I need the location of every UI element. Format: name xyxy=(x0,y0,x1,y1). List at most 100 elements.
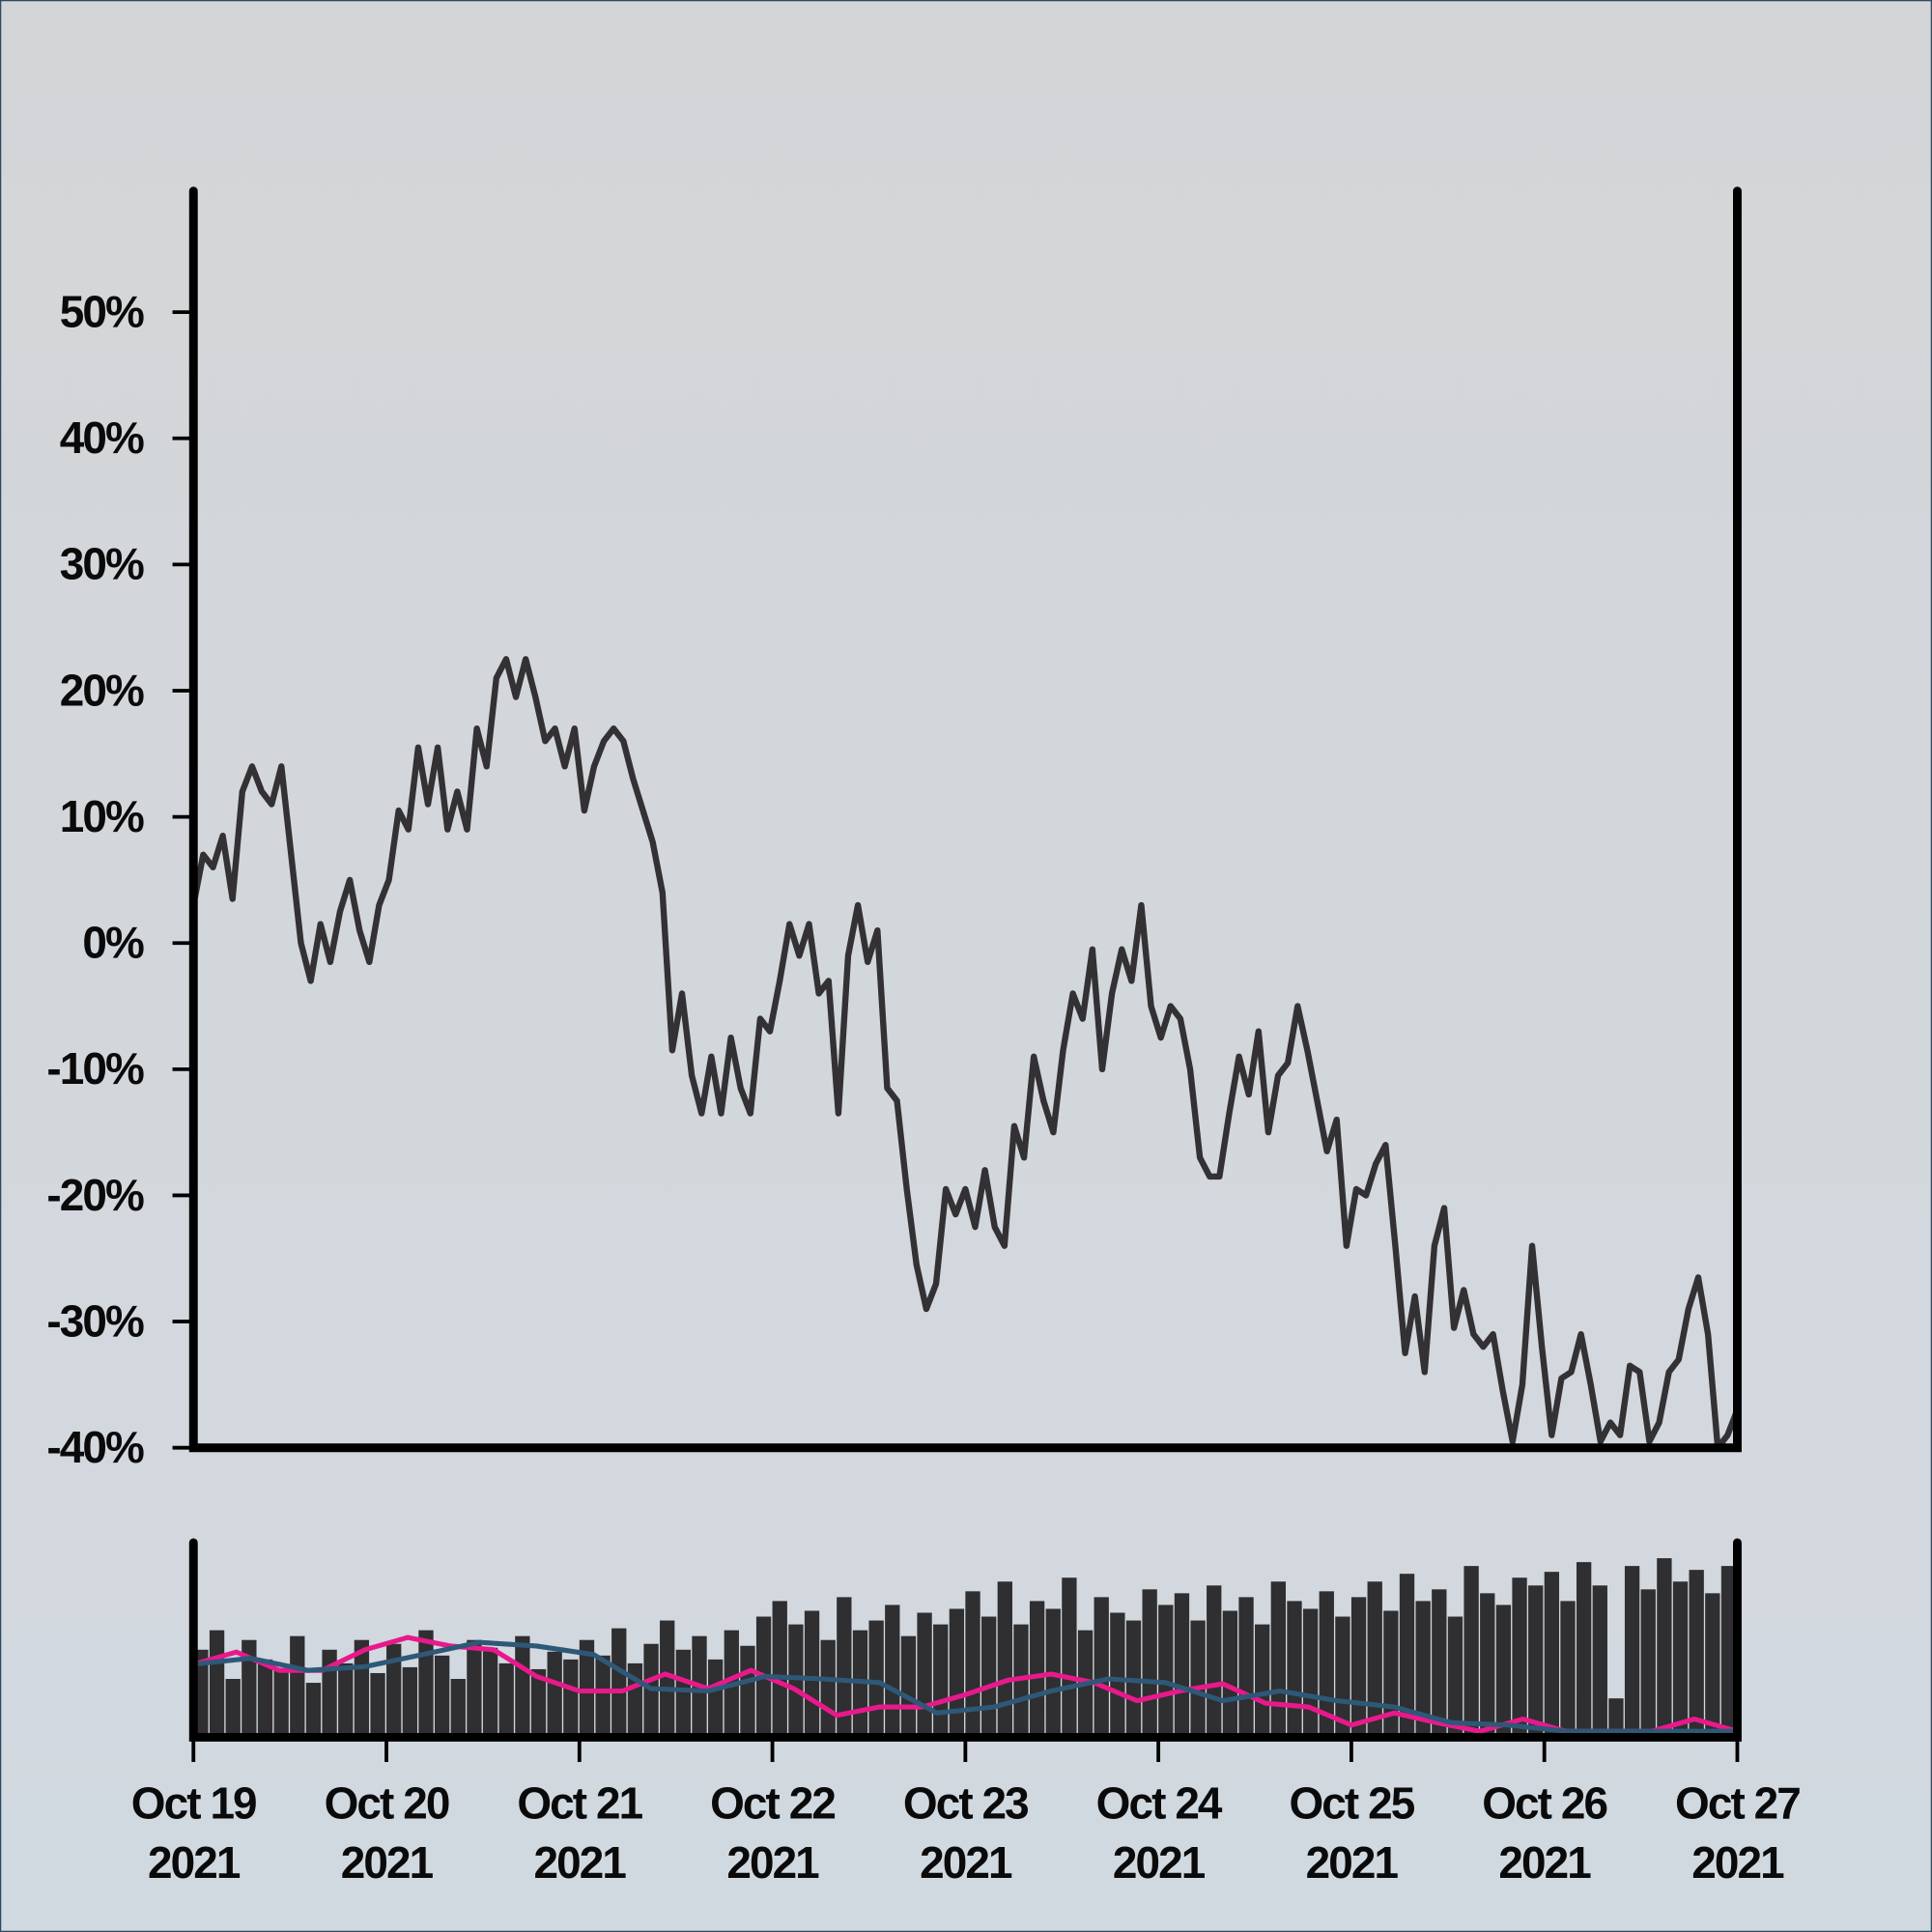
volume-bar xyxy=(740,1645,755,1738)
y-tick-label: 20% xyxy=(60,665,144,715)
volume-bar xyxy=(1270,1581,1286,1738)
volume-bar xyxy=(1592,1585,1607,1738)
price-line xyxy=(190,656,1741,1451)
y-tick-label: -20% xyxy=(46,1170,144,1220)
volume-bar xyxy=(450,1679,466,1738)
volume-bar xyxy=(1624,1566,1640,1738)
y-tick-label: 0% xyxy=(82,918,144,968)
volume-bar xyxy=(1190,1620,1206,1738)
x-tick-label: Oct 26 xyxy=(1482,1778,1606,1829)
volume-bar xyxy=(1255,1624,1270,1738)
volume-bar xyxy=(611,1628,627,1738)
volume-bar xyxy=(530,1668,547,1738)
volume-bar xyxy=(933,1624,949,1738)
volume-bar xyxy=(707,1659,724,1738)
x-tick-label: 2021 xyxy=(1113,1837,1206,1888)
volume-bar xyxy=(1062,1577,1077,1738)
volume-bar xyxy=(981,1616,997,1738)
x-tick-label: Oct 23 xyxy=(903,1778,1028,1829)
y-tick-label: 30% xyxy=(60,539,144,589)
volume-bar xyxy=(1528,1585,1544,1738)
volume-bar xyxy=(338,1662,354,1738)
volume-bar xyxy=(949,1608,965,1738)
volume-bar xyxy=(820,1639,836,1738)
moving-average-line xyxy=(192,1639,1738,1734)
volume-bar xyxy=(675,1649,692,1738)
x-tick-label: 2021 xyxy=(148,1837,241,1888)
volume-bar xyxy=(1158,1605,1174,1738)
volume-bar xyxy=(1335,1616,1350,1738)
volume-bar xyxy=(1029,1601,1045,1738)
volume-bar xyxy=(515,1635,530,1738)
x-tick-label: Oct 20 xyxy=(325,1778,449,1829)
y-tick-label: -10% xyxy=(46,1043,144,1094)
volume-bar xyxy=(1013,1624,1029,1738)
volume-bar xyxy=(1560,1601,1576,1738)
x-tick-label: Oct 24 xyxy=(1096,1778,1223,1829)
volume-bar xyxy=(563,1659,579,1738)
volume-bar xyxy=(1512,1577,1527,1738)
volume-bar xyxy=(837,1597,852,1738)
volume-bar xyxy=(804,1610,820,1738)
volume-bar xyxy=(1544,1572,1560,1738)
volume-bar xyxy=(772,1601,787,1738)
volume-bar xyxy=(402,1666,417,1738)
volume-bar xyxy=(498,1662,514,1738)
volume-bar xyxy=(917,1612,932,1738)
volume-bar xyxy=(1689,1570,1704,1738)
volume-bar xyxy=(1415,1601,1431,1738)
x-tick-label: 2021 xyxy=(920,1837,1012,1888)
volume-bar xyxy=(209,1630,225,1738)
volume-bar xyxy=(434,1655,450,1738)
volume-bar xyxy=(1576,1562,1592,1738)
volume-bar xyxy=(885,1605,900,1738)
volume-bar xyxy=(965,1591,980,1738)
y-tick-label: -40% xyxy=(46,1422,144,1472)
x-tick-label: 2021 xyxy=(341,1837,434,1888)
volume-bar xyxy=(868,1620,884,1738)
volume-bar xyxy=(1657,1558,1672,1738)
x-tick-label: Oct 25 xyxy=(1289,1778,1414,1829)
x-tick-label: 2021 xyxy=(1306,1837,1399,1888)
volume-bar xyxy=(386,1643,402,1738)
volume-bar xyxy=(1463,1566,1479,1738)
volume-bar xyxy=(242,1639,257,1738)
volume-bar xyxy=(547,1651,562,1738)
volume-bar xyxy=(1222,1610,1238,1738)
volume-bar xyxy=(660,1620,675,1738)
volume-bar xyxy=(1672,1581,1689,1738)
x-tick-label: Oct 27 xyxy=(1675,1778,1800,1829)
axis-frame xyxy=(188,186,1742,1453)
volume-bar xyxy=(1142,1589,1157,1738)
volume-bar xyxy=(370,1672,385,1738)
volume-bar xyxy=(1302,1608,1319,1738)
x-tick-label: 2021 xyxy=(534,1837,627,1888)
x-tick-label: Oct 21 xyxy=(517,1778,642,1829)
y-tick-label: 50% xyxy=(60,286,144,336)
volume-bar xyxy=(290,1635,305,1738)
x-tick-label: 2021 xyxy=(1691,1837,1784,1888)
volume-bar xyxy=(305,1683,322,1738)
volume-bar xyxy=(1367,1581,1382,1738)
x-tick-label: Oct 19 xyxy=(131,1778,256,1829)
volume-bar xyxy=(257,1659,273,1738)
volume-bar xyxy=(1207,1585,1222,1738)
volume-bar xyxy=(1447,1616,1463,1738)
y-tick-label: 40% xyxy=(60,412,144,463)
volume-bar xyxy=(1174,1593,1190,1738)
volume-bar xyxy=(1720,1566,1737,1738)
volume-bar xyxy=(1350,1597,1367,1738)
volume-bar xyxy=(273,1668,289,1738)
volume-bar xyxy=(225,1679,241,1738)
volume-bar xyxy=(1432,1589,1447,1738)
volume-bar xyxy=(595,1655,611,1738)
x-tick-label: 2021 xyxy=(726,1837,819,1888)
volume-bar xyxy=(482,1647,498,1738)
volume-bar xyxy=(1238,1597,1254,1738)
volume-bar xyxy=(900,1635,917,1738)
y-tick-label: -30% xyxy=(46,1295,144,1346)
volume-bar xyxy=(418,1630,434,1738)
x-tick-label: 2021 xyxy=(1498,1837,1591,1888)
